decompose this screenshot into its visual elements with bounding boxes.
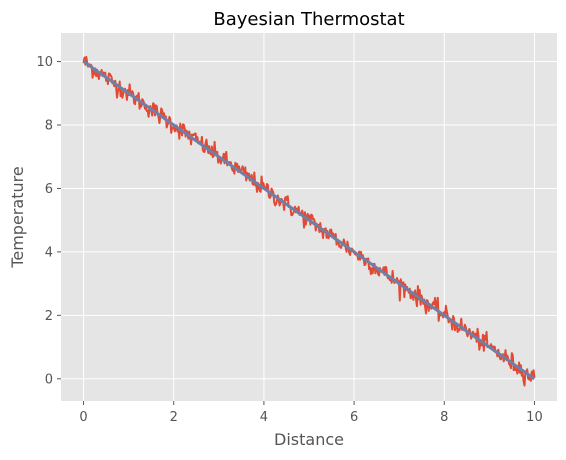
x-tick-label: 6 — [350, 410, 358, 425]
x-axis-label: Distance — [274, 430, 344, 449]
x-tick-label: 4 — [260, 410, 268, 425]
noisy-temperature-line — [82, 55, 536, 387]
y-tick-label: 2 — [45, 309, 53, 324]
chart-title: Bayesian Thermostat — [213, 9, 404, 30]
series-layer — [82, 55, 536, 387]
y-tick-label: 8 — [45, 119, 53, 134]
y-tick-label: 4 — [45, 245, 53, 260]
grid — [61, 33, 557, 401]
x-tick-label: 2 — [170, 410, 178, 425]
y-tick-label: 6 — [45, 182, 53, 197]
y-tick-label: 0 — [45, 372, 53, 387]
x-tick-label: 10 — [526, 410, 543, 425]
x-tick-label: 8 — [440, 410, 448, 425]
y-tick-label: 10 — [36, 55, 53, 70]
y-axis-label: Temperature — [8, 166, 27, 268]
tick-labels: 0 2 4 6 8 10 0 2 4 6 8 10 — [36, 55, 542, 425]
trend-line — [82, 60, 536, 381]
x-tick-label: 0 — [79, 410, 87, 425]
